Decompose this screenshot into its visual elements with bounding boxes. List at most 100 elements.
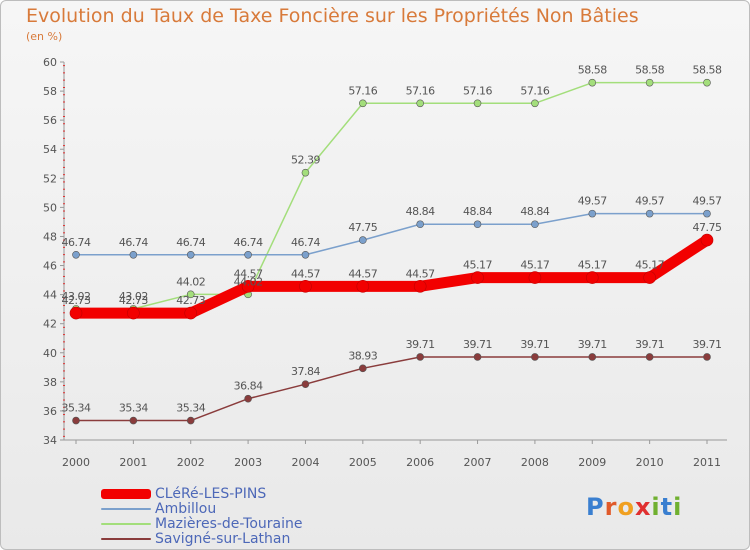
data-label: 44.57 (406, 267, 435, 280)
legend-swatch (101, 523, 151, 525)
data-point (413, 280, 427, 293)
logo-letter: x (634, 493, 652, 521)
data-label: 44.57 (348, 267, 377, 280)
data-label: 49.57 (578, 195, 607, 208)
logo-letter: o (617, 493, 635, 521)
data-point (127, 306, 140, 320)
x-tick-label: 2006 (406, 456, 434, 469)
data-label: 47.75 (348, 221, 377, 234)
y-tick-label: 36 (43, 405, 57, 418)
data-point (473, 220, 482, 229)
data-label: 48.84 (463, 205, 492, 218)
legend-swatch (101, 489, 151, 499)
x-tick-label: 2003 (234, 456, 262, 469)
y-tick-label: 44 (43, 289, 57, 302)
data-point (69, 306, 83, 320)
x-tick-label: 2007 (464, 456, 492, 469)
y-tick-label: 56 (43, 114, 57, 127)
data-label: 57.16 (520, 84, 549, 97)
y-tick-label: 46 (43, 260, 57, 273)
data-label: 45.17 (578, 259, 607, 272)
legend-label: Savigné-sur-Lathan (155, 531, 291, 547)
data-point (241, 280, 255, 293)
data-label: 39.71 (693, 338, 722, 351)
proxiti-logo: Proxiti (586, 493, 682, 521)
data-point (72, 250, 80, 259)
data-label: 35.34 (176, 402, 205, 415)
data-label: 57.16 (463, 84, 492, 97)
data-point (359, 99, 367, 108)
data-point (186, 250, 195, 259)
series-line-1 (75, 212, 708, 256)
data-label: 46.74 (291, 236, 320, 249)
data-point (473, 99, 482, 108)
data-point (359, 236, 367, 244)
logo-letter: r (604, 493, 618, 521)
data-point (186, 290, 195, 299)
x-tick-label: 2002 (177, 456, 205, 469)
data-point (645, 209, 654, 218)
data-label: 39.71 (463, 338, 492, 351)
data-point (129, 250, 138, 259)
data-label: 58.58 (578, 64, 607, 77)
y-tick-label: 38 (43, 376, 57, 389)
data-point (184, 306, 198, 320)
data-label: 49.57 (693, 195, 722, 208)
legend-swatch (101, 538, 151, 540)
y-tick-label: 54 (43, 143, 57, 156)
y-tick-label: 48 (43, 230, 57, 243)
data-label: 49.57 (635, 195, 664, 208)
data-point (645, 353, 654, 361)
x-tick-label: 2011 (693, 456, 721, 469)
data-label: 44.02 (176, 275, 205, 288)
data-label: 47.75 (693, 221, 722, 234)
data-label: 42.73 (62, 294, 91, 307)
x-tick-label: 2000 (62, 456, 90, 469)
data-point (645, 78, 654, 87)
y-tick-label: 40 (43, 347, 57, 360)
logo-letter: i (651, 493, 661, 521)
x-tick-label: 2004 (291, 456, 319, 469)
data-point (531, 353, 539, 361)
legend-item: CLéRé-LES-PINS (101, 486, 266, 502)
data-point (356, 280, 370, 293)
data-label: 48.84 (520, 205, 549, 218)
data-point (588, 78, 597, 87)
data-label: 39.71 (520, 338, 549, 351)
data-label: 39.71 (406, 338, 435, 351)
data-point (301, 250, 310, 259)
data-label: 44.02 (234, 275, 263, 288)
legend-item: Savigné-sur-Lathan (101, 531, 291, 547)
y-tick-label: 58 (43, 85, 57, 98)
data-point (416, 99, 424, 108)
x-tick-label: 2008 (521, 456, 549, 469)
data-label: 43.02 (119, 290, 148, 303)
data-point (643, 271, 656, 284)
data-point (244, 394, 252, 403)
data-point (301, 380, 310, 388)
data-label: 57.16 (348, 84, 377, 97)
data-point (299, 280, 312, 293)
y-tick-label: 42 (43, 318, 57, 331)
data-label: 42.73 (119, 294, 148, 307)
series-line-0 (70, 234, 713, 319)
data-point (244, 250, 252, 259)
series-line-2 (75, 81, 708, 310)
data-point (301, 168, 310, 177)
data-point (528, 271, 542, 284)
data-label: 58.58 (693, 64, 722, 77)
data-label: 46.74 (176, 236, 205, 249)
data-point (588, 353, 597, 361)
data-point (72, 416, 80, 425)
data-point (703, 353, 711, 361)
logo-letter: i (673, 493, 683, 521)
data-label: 44.57 (291, 267, 320, 280)
legend-item: Mazières-de-Touraine (101, 516, 303, 532)
data-label: 52.39 (291, 154, 320, 167)
data-label: 37.84 (291, 365, 320, 378)
data-point (471, 271, 484, 284)
data-point (531, 99, 539, 108)
data-label: 39.71 (635, 338, 664, 351)
